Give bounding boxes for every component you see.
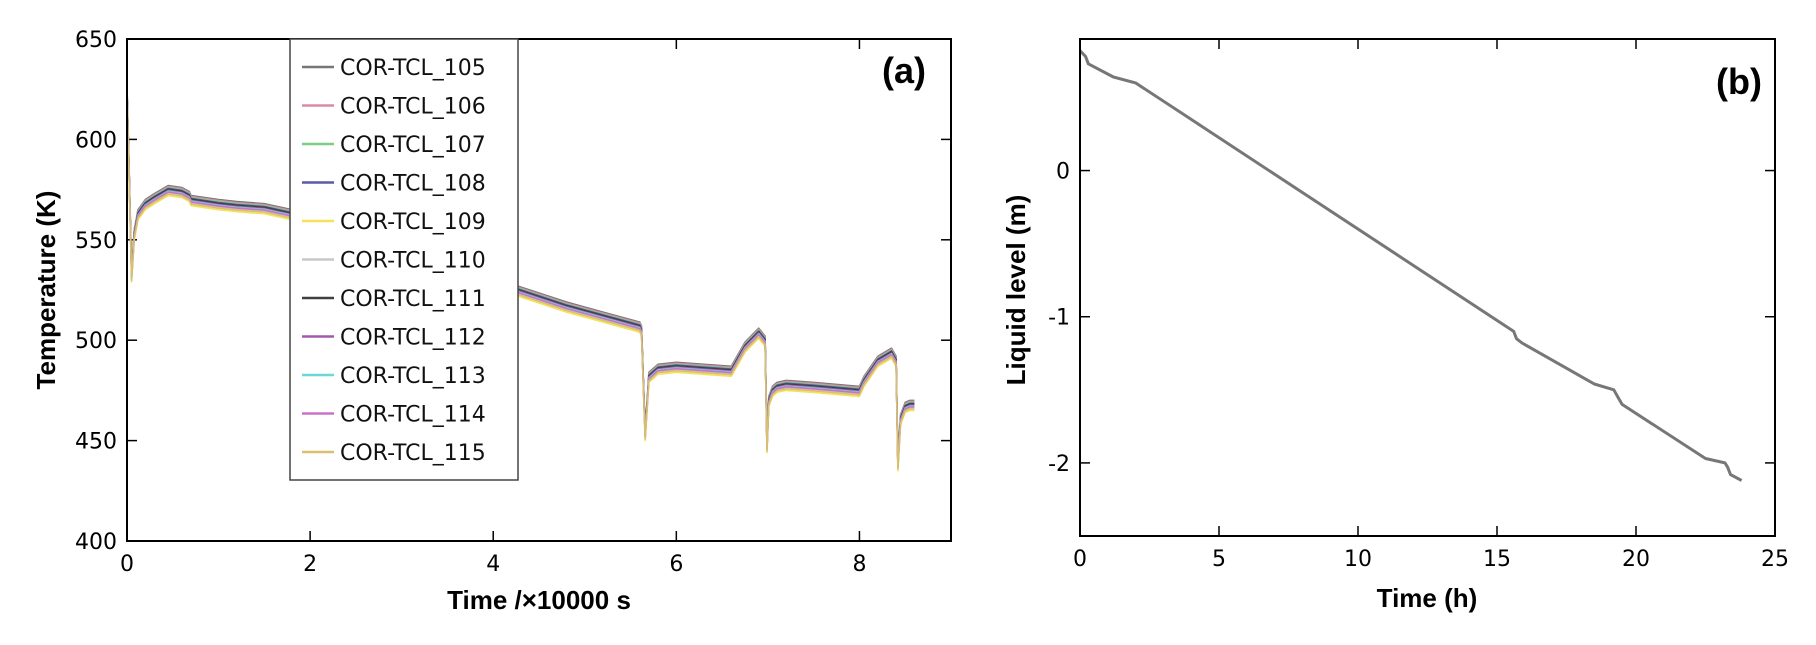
panel-b-x-tick-label: 15 bbox=[1483, 547, 1511, 572]
panel-a-tick-labels: 0 2 4 6 8 400 450 500 550 600 650 bbox=[75, 28, 866, 577]
panel-a-y-tick-label: 650 bbox=[75, 28, 117, 53]
series-line-cor-tcl-113 bbox=[126, 92, 915, 468]
panel-a-x-tick-label: 8 bbox=[852, 552, 866, 577]
series-line-liquid-level bbox=[1078, 49, 1743, 482]
panel-a-x-axis-label: Time /×10000 s bbox=[447, 585, 631, 615]
legend-entry: COR-TCL_115 bbox=[340, 441, 486, 466]
legend-entry: COR-TCL_105 bbox=[340, 56, 486, 81]
panel-b-liquid-level-chart: 0 5 10 15 20 25 -2 -1 0 Time (h) Liquid level (m… bbox=[1001, 38, 1789, 613]
series-line-cor-tcl-108 bbox=[126, 89, 915, 465]
series-line-cor-tcl-115 bbox=[126, 95, 915, 470]
panel-a-y-tick-label: 450 bbox=[75, 430, 117, 455]
series-line-cor-tcl-107 bbox=[126, 89, 915, 464]
panel-b-x-tick-label: 25 bbox=[1761, 547, 1789, 572]
legend-entry: COR-TCL_108 bbox=[340, 172, 486, 197]
legend-entry: COR-TCL_112 bbox=[340, 326, 486, 351]
panel-b-series-lines bbox=[1078, 49, 1743, 482]
panel-b-x-tick-label: 20 bbox=[1622, 547, 1650, 572]
panel-b-x-tick-label: 10 bbox=[1344, 547, 1372, 572]
legend-entry: COR-TCL_114 bbox=[340, 403, 486, 428]
panel-a-series-lines bbox=[126, 87, 915, 472]
series-line-cor-tcl-110 bbox=[126, 94, 915, 469]
panel-b-y-tick-label: -2 bbox=[1048, 452, 1070, 477]
panel-a-label: (a) bbox=[882, 50, 926, 91]
series-line-cor-tcl-112 bbox=[126, 91, 915, 467]
legend-entry: COR-TCL_107 bbox=[340, 133, 486, 158]
panel-a-ticks bbox=[126, 38, 951, 542]
panel-a-y-tick-label: 600 bbox=[75, 128, 117, 153]
panel-a-y-tick-label: 550 bbox=[75, 229, 117, 254]
panel-a-y-tick-label: 400 bbox=[75, 530, 117, 555]
panel-a-y-axis-label: Temperature (K) bbox=[31, 191, 61, 390]
legend-entry: COR-TCL_106 bbox=[340, 95, 486, 120]
panel-a-y-tick-label: 500 bbox=[75, 329, 117, 354]
panel-a-plot-frame bbox=[126, 38, 952, 542]
legend-entry: COR-TCL_110 bbox=[340, 249, 486, 274]
series-line-cor-tcl-111 bbox=[126, 90, 915, 466]
series-line-cor-tcl-109 bbox=[126, 97, 915, 472]
panel-b-label: (b) bbox=[1716, 61, 1762, 102]
panel-b-y-tick-label: -1 bbox=[1048, 306, 1070, 331]
series-line-cor-tcl-105 bbox=[126, 87, 915, 462]
panel-a-x-tick-label: 2 bbox=[303, 552, 317, 577]
panel-a-x-tick-label: 4 bbox=[486, 552, 500, 577]
legend-entry: COR-TCL_109 bbox=[340, 210, 486, 235]
panel-a-x-tick-label: 0 bbox=[120, 552, 134, 577]
panel-b-x-tick-label: 5 bbox=[1212, 547, 1226, 572]
panel-a-legend: COR-TCL_105 COR-TCL_106 COR-TCL_107 COR-TCL… bbox=[289, 38, 519, 481]
panel-b-plot-frame bbox=[1079, 38, 1776, 537]
series-line-cor-tcl-114 bbox=[126, 93, 915, 468]
panel-b-x-tick-label: 0 bbox=[1073, 547, 1087, 572]
legend-entry: COR-TCL_111 bbox=[340, 287, 486, 312]
legend-entry: COR-TCL_113 bbox=[340, 364, 486, 389]
panel-b-y-tick-label: 0 bbox=[1056, 160, 1070, 185]
panel-b-x-axis-label: Time (h) bbox=[1377, 583, 1478, 613]
panel-b-tick-labels: 0 5 10 15 20 25 -2 -1 0 bbox=[1048, 160, 1789, 572]
panel-a-x-tick-label: 6 bbox=[669, 552, 683, 577]
panel-a-temperature-chart: 0 2 4 6 8 400 450 500 550 600 650 Time /×10000 s T… bbox=[31, 28, 952, 615]
series-line-cor-tcl-106 bbox=[126, 88, 915, 463]
panel-b-y-axis-label: Liquid level (m) bbox=[1001, 195, 1031, 386]
